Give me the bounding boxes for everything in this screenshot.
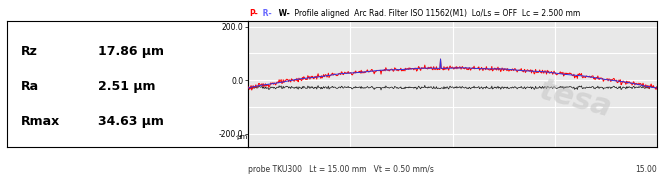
Text: 34.63 μm: 34.63 μm [98, 115, 164, 128]
Text: probe TKU300   Lt = 15.00 mm   Vt = 0.50 mm/s: probe TKU300 Lt = 15.00 mm Vt = 0.50 mm/… [248, 164, 434, 173]
Text: W-: W- [276, 9, 290, 18]
Text: Rmax: Rmax [21, 115, 60, 128]
Text: Ra: Ra [21, 80, 39, 93]
Text: 17.86 μm: 17.86 μm [98, 45, 164, 58]
Text: tesa: tesa [536, 76, 615, 123]
Text: μm: μm [236, 133, 247, 139]
Text: Profile aligned  Arc Rad. Filter ISO 11562(M1)  Lo/Ls = OFF  Lc = 2.500 mm: Profile aligned Arc Rad. Filter ISO 1156… [292, 9, 580, 18]
Text: Rz: Rz [21, 45, 38, 58]
Text: P-: P- [250, 9, 258, 18]
Text: 2.51 μm: 2.51 μm [98, 80, 156, 93]
Text: R-: R- [260, 9, 272, 18]
Text: 15.00: 15.00 [635, 164, 657, 173]
